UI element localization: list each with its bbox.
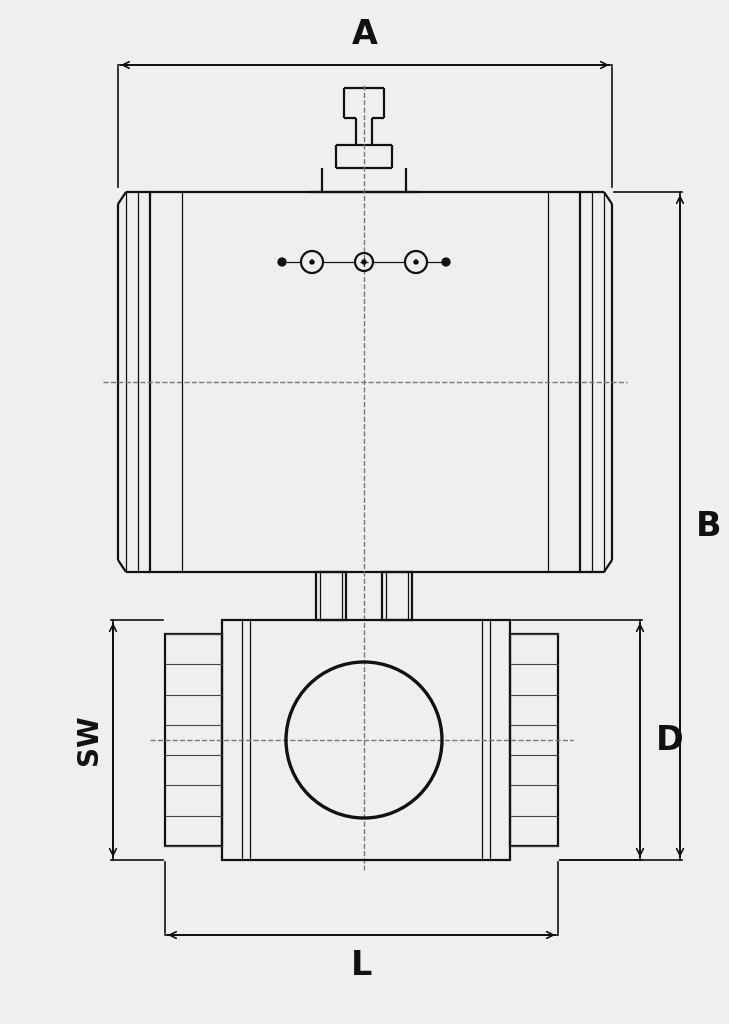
Text: A: A [352, 18, 378, 51]
Bar [316, 572, 346, 620]
Circle shape [310, 260, 314, 264]
Circle shape [278, 258, 286, 265]
Bar [165, 634, 222, 846]
Bar [150, 193, 580, 572]
Text: D: D [656, 724, 684, 757]
Text: B: B [696, 510, 722, 543]
Text: SW: SW [75, 715, 103, 765]
Bar [382, 572, 412, 620]
Circle shape [443, 258, 450, 265]
Circle shape [414, 260, 418, 264]
Text: L: L [351, 949, 373, 982]
Circle shape [362, 260, 366, 264]
Bar [510, 634, 558, 846]
Bar [222, 620, 510, 860]
